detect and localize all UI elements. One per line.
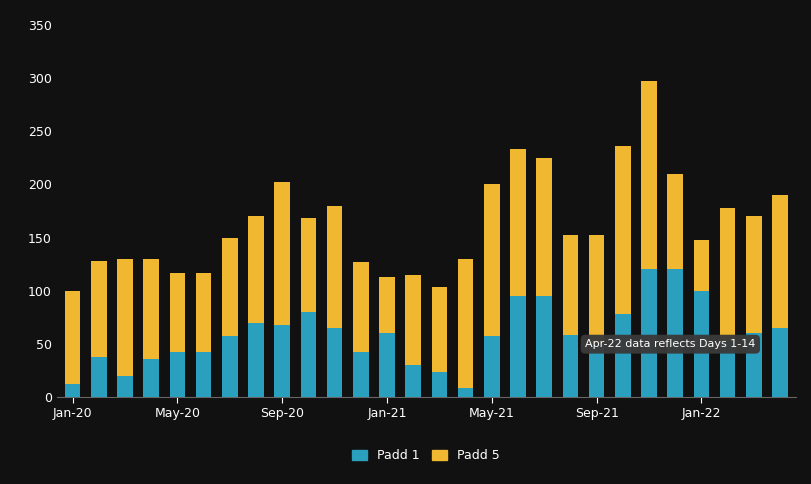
Bar (562, 235, 577, 335)
Bar (667, 270, 682, 397)
Bar (771, 195, 787, 328)
Bar (588, 344, 603, 397)
Legend: Padd 1, Padd 5: Padd 1, Padd 5 (347, 444, 504, 467)
Bar (536, 158, 551, 296)
Bar (248, 216, 264, 322)
Bar (745, 333, 761, 397)
Bar (221, 238, 238, 336)
Bar (771, 328, 787, 397)
Bar (457, 259, 473, 388)
Bar (195, 352, 211, 397)
Bar (431, 373, 447, 397)
Text: Apr-22 data reflects Days 1-14: Apr-22 data reflects Days 1-14 (585, 339, 754, 349)
Bar (169, 352, 185, 397)
Bar (405, 365, 421, 397)
Bar (117, 376, 133, 397)
Bar (65, 384, 80, 397)
Bar (221, 336, 238, 397)
Bar (509, 296, 526, 397)
Bar (693, 240, 709, 291)
Bar (719, 341, 735, 397)
Bar (562, 335, 577, 397)
Bar (483, 336, 499, 397)
Bar (91, 357, 106, 397)
Bar (143, 259, 159, 359)
Bar (143, 359, 159, 397)
Bar (405, 275, 421, 365)
Bar (745, 216, 761, 333)
Bar (614, 146, 630, 314)
Bar (483, 184, 499, 336)
Bar (353, 352, 368, 397)
Bar (117, 259, 133, 376)
Bar (536, 296, 551, 397)
Bar (641, 81, 656, 270)
Bar (719, 208, 735, 341)
Bar (248, 322, 264, 397)
Bar (353, 262, 368, 352)
Bar (169, 272, 185, 352)
Bar (326, 206, 342, 328)
Bar (379, 333, 394, 397)
Bar (326, 328, 342, 397)
Bar (300, 312, 315, 397)
Bar (431, 287, 447, 373)
Bar (379, 277, 394, 333)
Bar (65, 291, 80, 384)
Bar (457, 388, 473, 397)
Bar (274, 325, 290, 397)
Bar (667, 174, 682, 270)
Bar (509, 150, 526, 296)
Bar (588, 235, 603, 344)
Bar (274, 182, 290, 325)
Bar (641, 270, 656, 397)
Bar (693, 291, 709, 397)
Bar (91, 261, 106, 357)
Bar (614, 314, 630, 397)
Bar (195, 272, 211, 352)
Bar (300, 218, 315, 312)
